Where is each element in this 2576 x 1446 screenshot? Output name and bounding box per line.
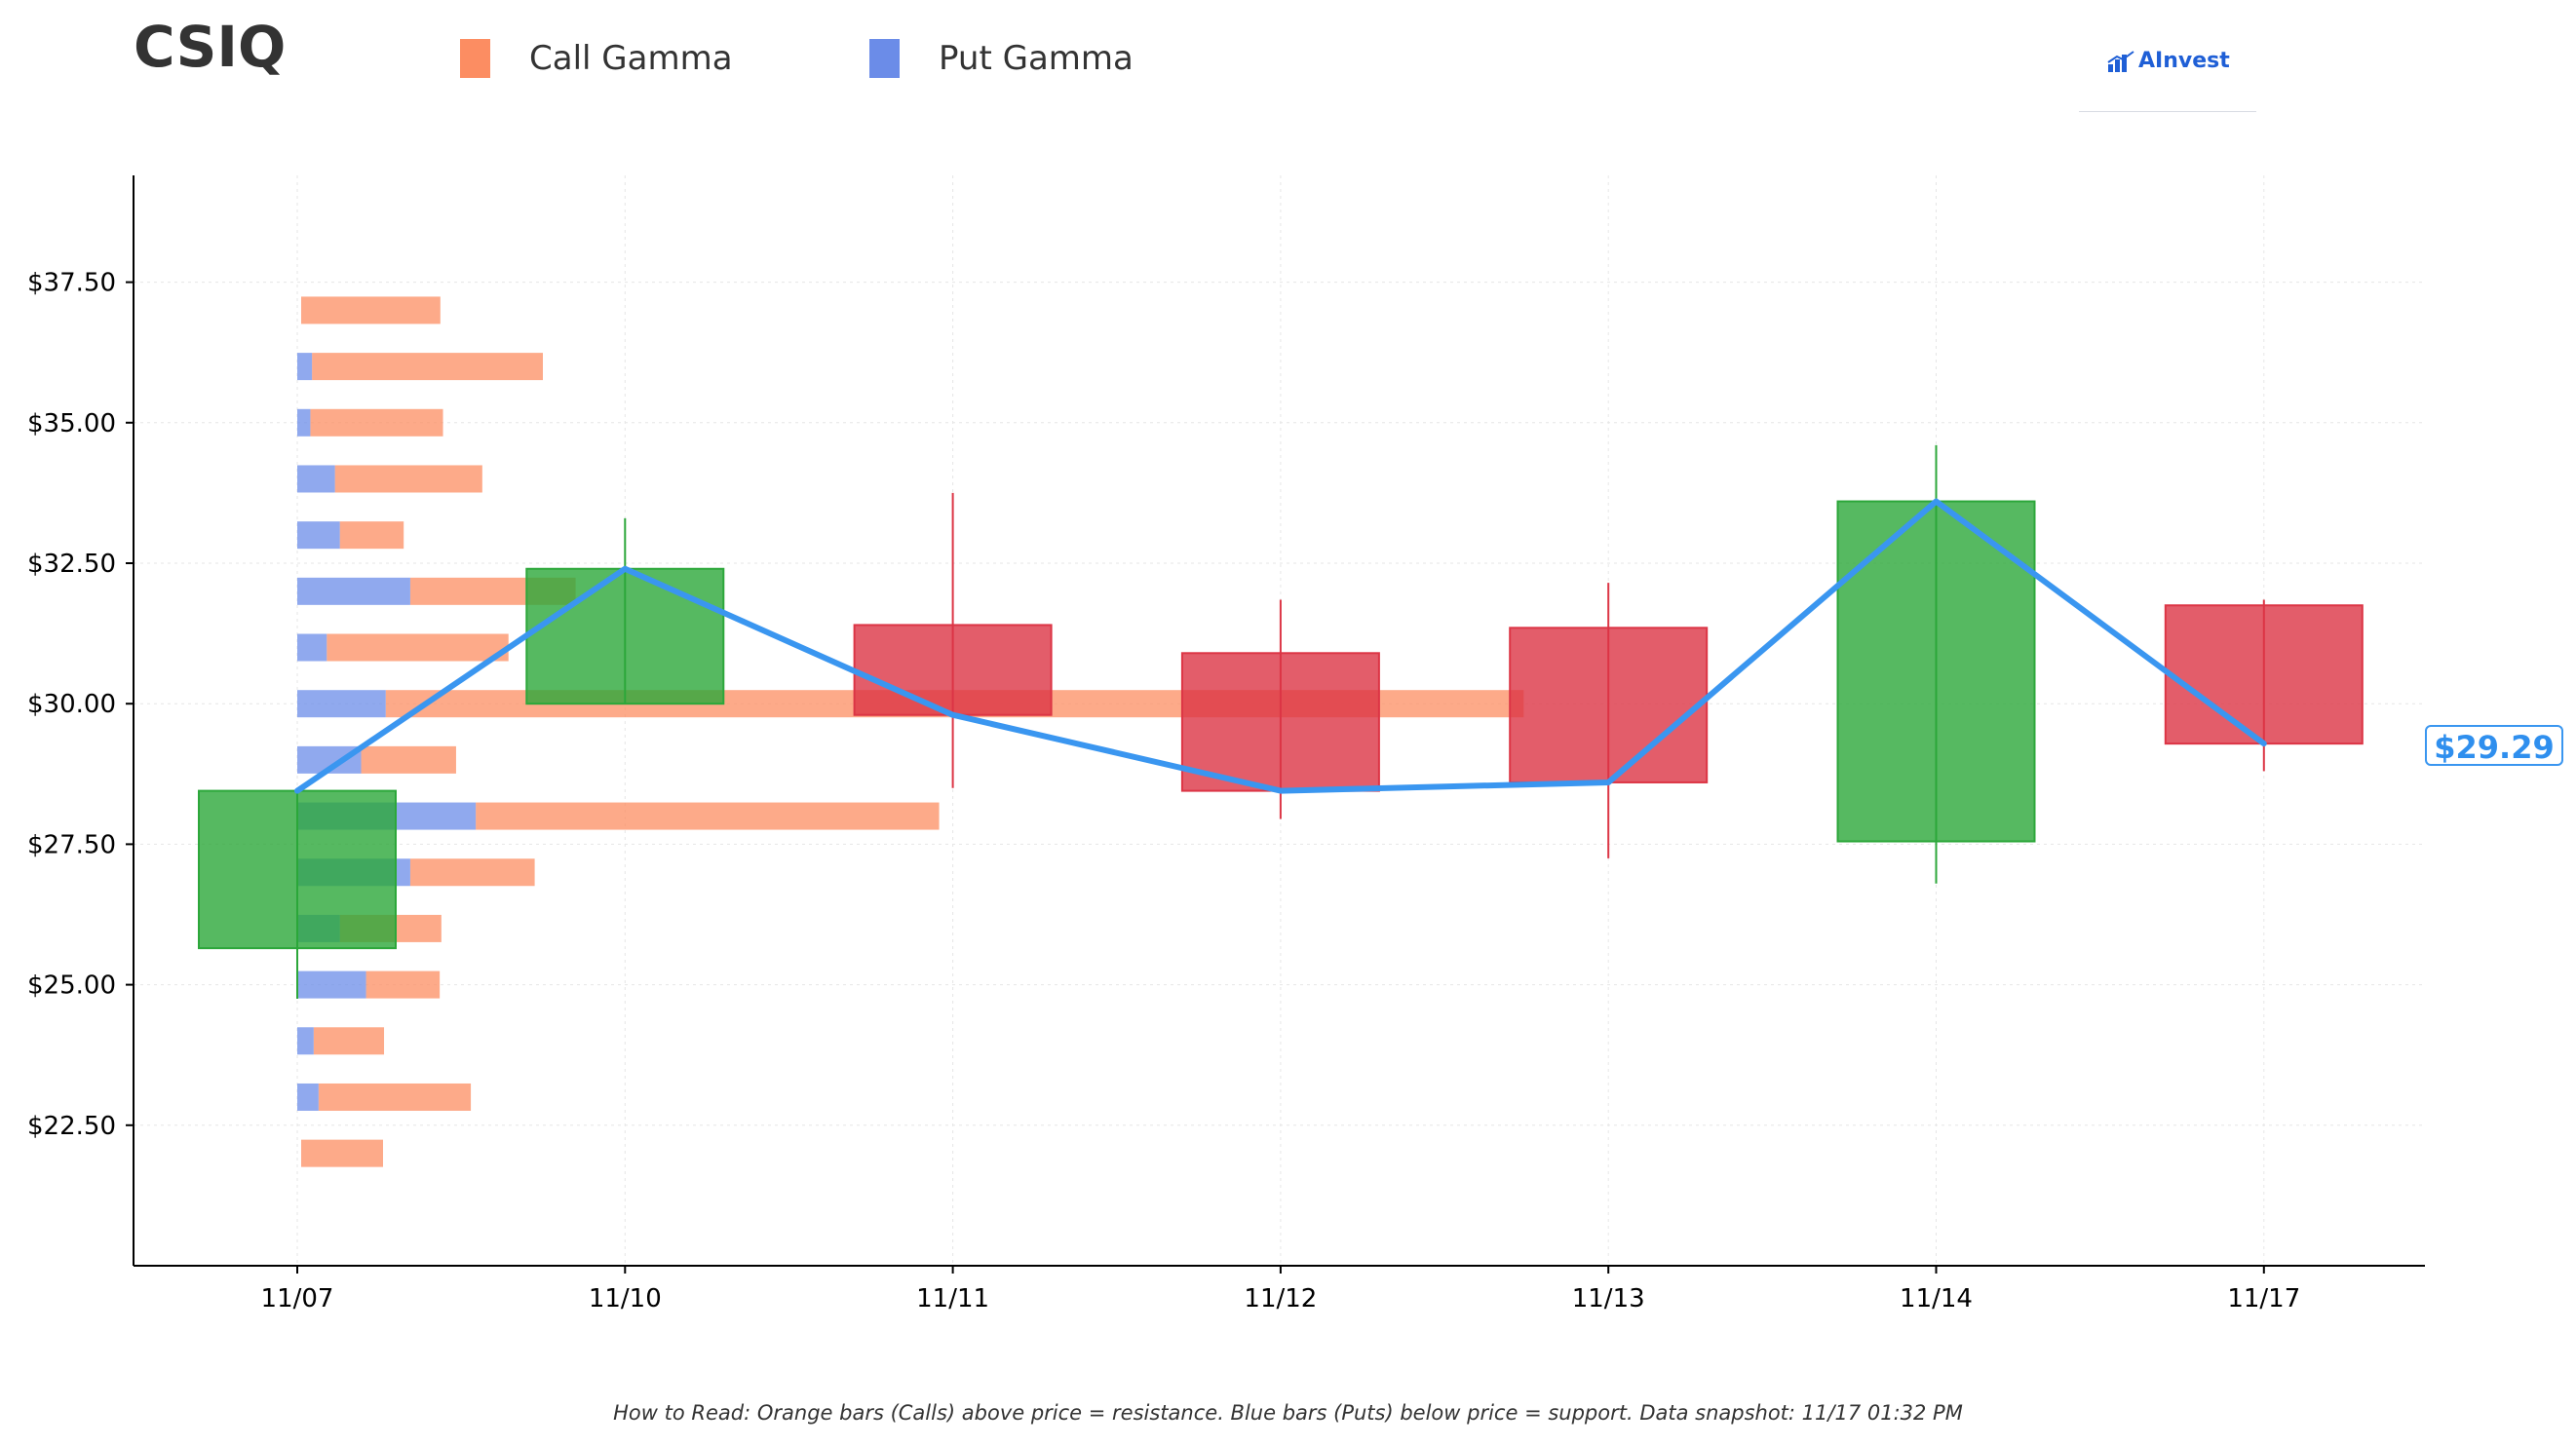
y-tick-label: $27.50 [27,830,116,859]
call-gamma-bar [327,633,509,662]
candle-body [1509,627,1709,783]
call-gamma-bar [409,858,535,887]
x-tick-label: 11/11 [916,1284,989,1313]
x-tick-label: 11/10 [589,1284,662,1313]
candlesticks [198,444,2364,1000]
call-gamma-bar [361,745,456,774]
x-tick-label: 11/07 [261,1284,334,1313]
how-to-read-footnote: How to Read: Orange bars (Calls) above p… [613,1401,1963,1425]
legend-label-put: Put Gamma [939,39,1134,78]
call-gamma-bar [301,296,441,324]
current-price-tag: $29.29 [2425,725,2563,766]
call-gamma-bar [318,1083,472,1111]
put-gamma-bar [297,633,327,662]
candle-body [2164,604,2364,745]
put-gamma-bar [297,690,386,718]
ticker-symbol: CSIQ [134,14,287,80]
axes: $22.50 $25.00 $27.50 $30.00 $32.50 $35.00 $37.… [27,175,2425,1313]
put-gamma-bar [297,465,335,493]
x-tick-label: 11/12 [1244,1284,1317,1313]
y-tick-label: $25.00 [27,971,116,1001]
put-gamma-bar [297,408,311,437]
legend-put-gamma: Put Gamma [869,39,1134,78]
y-tick-label: $37.50 [27,269,116,298]
y-tick-label: $35.00 [27,409,116,438]
call-gamma-bar [313,1027,385,1055]
call-gamma-swatch [460,39,490,78]
put-gamma-bar [297,353,313,381]
put-gamma-bar [297,521,340,550]
call-gamma-bar [339,521,404,550]
candle-body [198,789,397,950]
put-gamma-bar [297,577,410,605]
put-gamma-bar [297,1027,314,1055]
call-gamma-bar [334,465,482,493]
legend-label-call: Call Gamma [529,39,733,78]
brand-divider [2079,111,2256,112]
call-gamma-bar [476,802,940,830]
y-tick-label: $30.00 [27,690,116,719]
call-gamma-bar [310,408,443,437]
candle-body [1180,652,1380,792]
y-tick-label: $22.50 [27,1112,116,1141]
y-tick-label: $32.50 [27,550,116,579]
call-gamma-bar [365,970,441,999]
call-gamma-bar [301,1139,383,1167]
put-gamma-bar [297,1083,319,1111]
brand-logo: AInvest [2107,49,2230,73]
legend-call-gamma: Call Gamma [460,39,733,78]
x-tick-label: 11/13 [1572,1284,1645,1313]
put-gamma-bar [297,970,366,999]
brand-name: AInvest [2138,49,2230,73]
bar-chart-icon [2107,50,2134,72]
x-tick-label: 11/14 [1900,1284,1973,1313]
x-tick-label: 11/17 [2227,1284,2300,1313]
call-gamma-bar [312,353,543,381]
close-price-line-path [294,498,2267,794]
close-price-line [294,498,2267,794]
put-gamma-swatch [869,39,900,78]
candle-body [525,567,725,705]
candle-body [853,624,1053,716]
